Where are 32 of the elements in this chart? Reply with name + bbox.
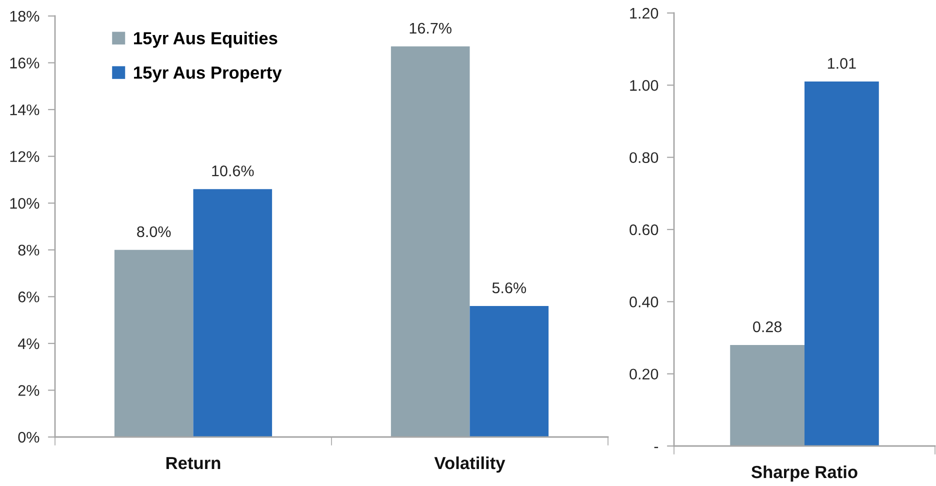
y-tick-label: 0.40 [630, 296, 658, 308]
x-tick-label: Sharpe Ratio [751, 465, 858, 482]
legend-label: 15yr Aus Equities [134, 32, 278, 48]
y-tick-label: 0.60 [630, 224, 658, 236]
bar [390, 46, 470, 437]
y-tick-label: 0.80 [630, 152, 658, 164]
y-tick-label: 0.20 [630, 368, 658, 380]
y-tick-label: 6% [18, 292, 40, 302]
data-label: 16.7% [410, 22, 452, 34]
y-tick-label: - [654, 446, 658, 448]
bar [114, 250, 194, 437]
x-tick-label: Volatility [434, 456, 506, 473]
legend-label: 15yr Aus Property [134, 66, 282, 82]
y-tick-label: 0% [18, 432, 40, 443]
y-tick-label: 2% [18, 385, 40, 396]
y-tick-label: 14% [10, 104, 40, 116]
y-tick-label: 4% [18, 338, 40, 350]
y-tick-label: 18% [10, 10, 40, 22]
data-label: 5.6% [492, 282, 526, 294]
y-tick-label: 12% [10, 151, 40, 162]
x-tick-label: Return [166, 457, 220, 470]
y-tick-label: 1.20 [630, 8, 658, 19]
data-label: 0.28 [753, 321, 782, 332]
y-tick-label: 10% [10, 198, 40, 209]
y-tick-label: 1.00 [630, 80, 658, 91]
y-tick-label: 8% [18, 244, 40, 256]
data-label: 10.6% [212, 166, 254, 176]
bar [193, 189, 272, 437]
bar [470, 306, 549, 437]
data-label: 1.01 [828, 58, 856, 69]
data-label: 8.0% [137, 226, 171, 238]
y-tick-label: 16% [10, 58, 40, 68]
